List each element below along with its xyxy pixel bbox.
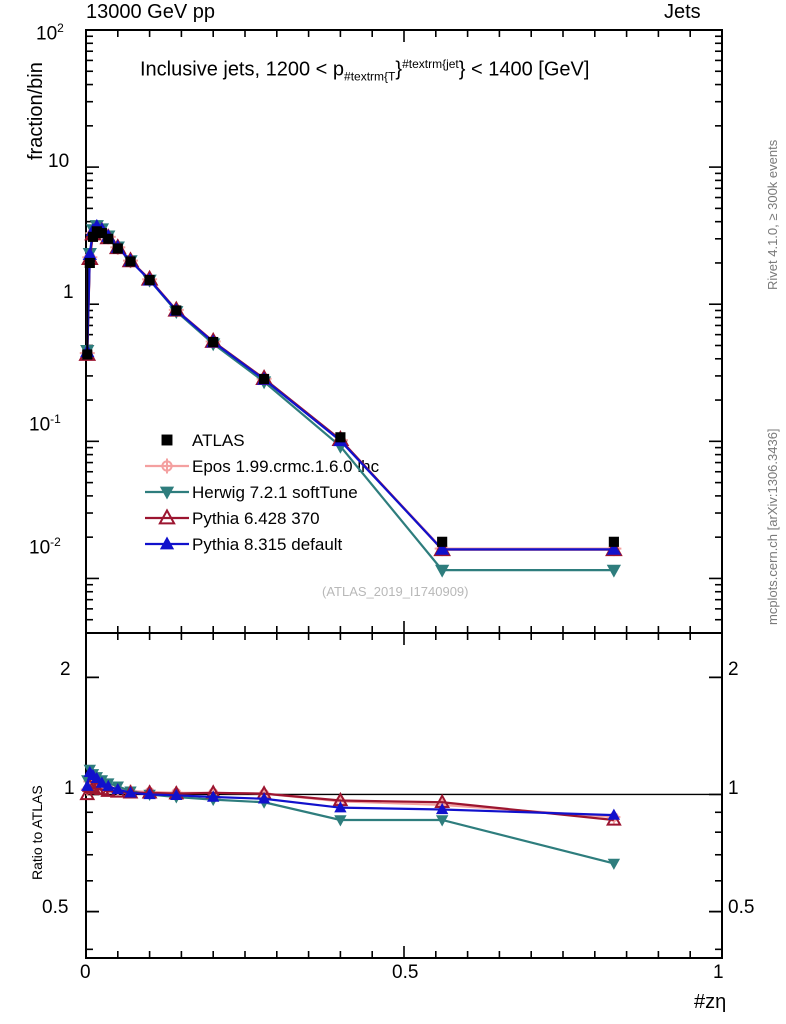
header-left: 13000 GeV pp	[86, 1, 215, 23]
data-point-marker	[144, 275, 155, 286]
legend-label-3: Pythia 6.428 370	[192, 509, 320, 528]
series-pythia	[80, 218, 622, 555]
ratio-series-group	[79, 764, 622, 870]
data-point-marker	[82, 349, 93, 360]
main-ytick-1e2: 102	[36, 21, 64, 45]
legend-marker-1	[145, 458, 189, 474]
main-ytick-1e-1: 10-1	[29, 412, 61, 436]
x-axis-label: #zη	[694, 991, 727, 1013]
title-brace-2: } < 1400 [GeV]	[458, 58, 590, 81]
legend-marker-2	[145, 486, 189, 500]
ratio-ytick-0p5-right: 0.5	[728, 897, 755, 918]
main-ytick-10: 10	[48, 151, 70, 172]
data-point-marker	[82, 247, 97, 261]
data-point-marker	[102, 779, 115, 791]
data-point-marker	[161, 434, 173, 446]
ratio-ytick-1-right: 1	[728, 778, 739, 799]
plot-frames	[85, 29, 723, 959]
data-point-marker	[111, 782, 124, 795]
ratio-ytick-2-left: 2	[60, 659, 71, 680]
legend-marker-3	[145, 508, 189, 525]
data-point-marker	[435, 802, 449, 815]
header-right: Jets	[664, 1, 701, 23]
ratio-series-epos	[80, 774, 621, 824]
xtick-1: 1	[713, 962, 724, 983]
legend-marker-0	[161, 434, 173, 446]
data-point-marker	[335, 432, 346, 443]
data-point-marker	[207, 790, 220, 802]
xtick-0p5: 0.5	[392, 962, 419, 983]
data-point-marker	[259, 373, 270, 385]
data-point-marker	[606, 564, 622, 578]
main-plot-title: Inclusive jets, 1200 < p#textrm{T}#textr…	[140, 58, 589, 83]
legend-marker-4	[145, 536, 189, 550]
main-series-group	[78, 218, 623, 578]
data-point-marker	[435, 815, 449, 827]
data-point-marker	[91, 226, 102, 237]
data-point-marker	[437, 536, 448, 547]
data-point-marker	[608, 536, 619, 547]
ratio-series-herwig	[81, 764, 621, 870]
data-point-marker	[159, 458, 175, 474]
title-subscript: #textrm{T	[344, 69, 396, 84]
ratio-ytick-2-right: 2	[728, 659, 739, 680]
data-point-marker	[87, 231, 99, 242]
main-panel-frame	[85, 29, 723, 634]
title-brace-1: }	[395, 58, 403, 81]
data-point-marker	[84, 257, 95, 269]
dataset-watermark: (ATLAS_2019_I1740909)	[322, 584, 469, 599]
legend-label-4: Pythia 8.315 default	[192, 535, 343, 554]
title-superscript: #textrm{jet	[402, 57, 459, 71]
data-point-marker	[96, 228, 107, 239]
xtick-0: 0	[80, 962, 91, 983]
data-point-marker	[95, 776, 109, 788]
main-ytick-1: 1	[63, 282, 74, 303]
data-point-marker	[435, 541, 450, 555]
main-ytick-1e-2: 10-2	[29, 535, 61, 559]
series-epos	[79, 220, 622, 557]
data-point-marker	[125, 256, 136, 267]
data-point-marker	[257, 792, 271, 804]
data-point-marker	[334, 801, 347, 813]
data-point-marker	[171, 305, 182, 316]
legend-label-1: Epos 1.99.crmc.1.6.0 lhc	[192, 457, 380, 476]
data-point-marker	[607, 808, 621, 820]
legend-label-2: Herwig 7.2.1 softTune	[192, 483, 358, 502]
data-point-marker	[81, 779, 94, 791]
data-point-marker	[159, 486, 175, 500]
ratio-ytick-1-left: 1	[64, 778, 75, 799]
legend-markers-group	[145, 434, 189, 550]
data-point-marker	[170, 788, 183, 801]
series-pythia	[78, 220, 623, 557]
title-part-1: Inclusive jets, 1200 < p	[140, 58, 345, 81]
ratio-series-pythia	[81, 765, 621, 820]
data-point-marker	[159, 536, 175, 550]
data-point-marker	[606, 541, 622, 555]
data-point-marker	[124, 786, 137, 798]
data-point-marker	[103, 233, 114, 244]
data-point-marker	[112, 243, 123, 254]
legend-label-0: ATLAS	[192, 431, 245, 450]
series-atlas	[82, 226, 619, 547]
data-point-marker	[208, 336, 219, 348]
data-point-marker	[607, 858, 621, 870]
data-point-marker	[334, 815, 347, 827]
axis-ticks	[85, 29, 723, 958]
data-point-marker	[143, 787, 156, 800]
data-point-marker	[158, 508, 176, 525]
ratio-ytick-0p5-left: 0.5	[42, 897, 69, 918]
data-point-marker	[435, 564, 450, 578]
